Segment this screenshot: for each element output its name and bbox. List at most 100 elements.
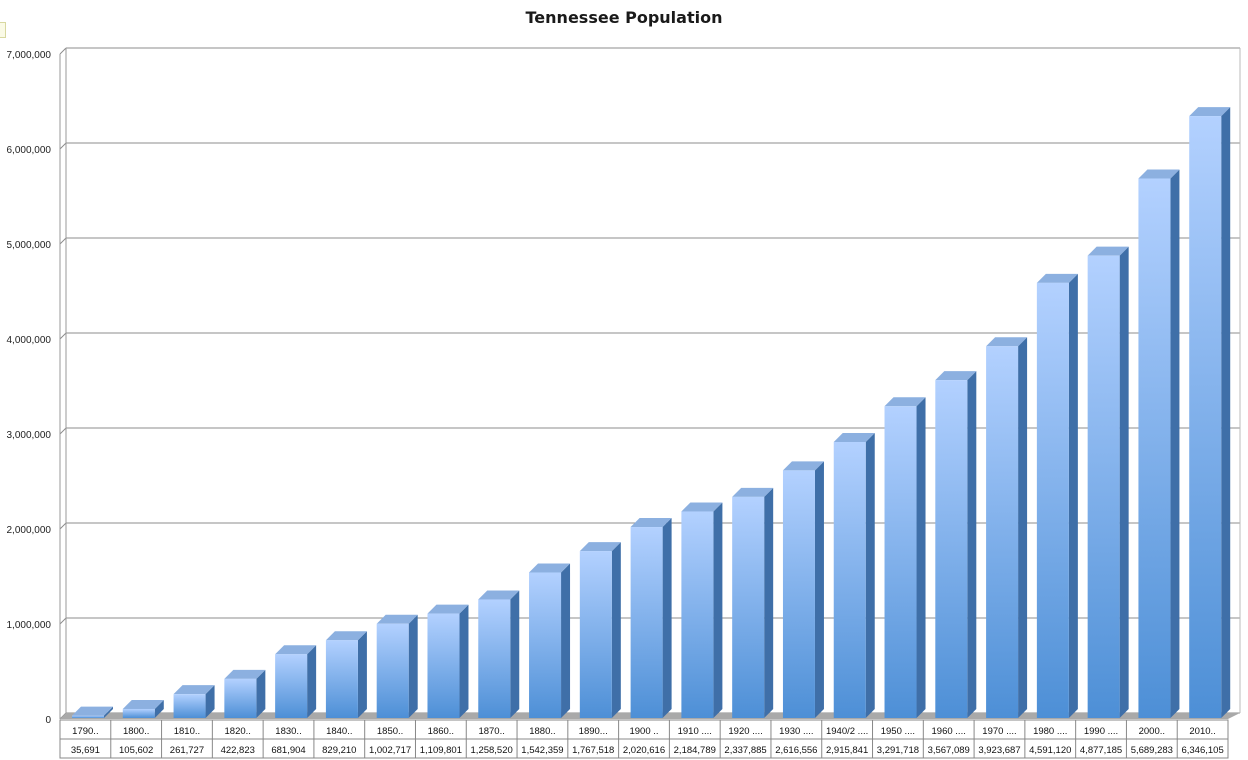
bar-front: [579, 551, 612, 718]
bar-side: [1170, 169, 1180, 718]
bar-1810: [173, 685, 215, 718]
bar-2010: [1189, 107, 1231, 719]
category-label: 1810..: [174, 726, 200, 737]
bar-1870: [478, 590, 520, 718]
bar-side: [561, 563, 571, 718]
bar-top: [173, 685, 215, 695]
bar-2000: [1138, 169, 1180, 718]
y-tick-label: 4,000,000: [7, 335, 52, 346]
bar-top: [935, 371, 977, 381]
bar-top: [478, 590, 520, 600]
category-label: 1980 ....: [1033, 726, 1067, 737]
bar-1950: [884, 397, 926, 718]
gridline-diagonal: [59, 522, 67, 530]
bar-1890: [579, 542, 621, 718]
value-label: 1,002,717: [369, 745, 411, 756]
bar-top: [884, 397, 926, 407]
bar-front: [782, 470, 815, 718]
value-label: 1,109,801: [420, 745, 462, 756]
bar-top: [1087, 246, 1129, 256]
bar-top: [732, 487, 774, 497]
bar-side: [1068, 273, 1078, 718]
corner-marker: [0, 22, 6, 38]
bar-front: [935, 380, 968, 718]
bar-top: [1138, 169, 1180, 179]
bar-side: [205, 685, 215, 718]
bar-front: [1189, 116, 1222, 719]
category-label: 2010..: [1189, 726, 1215, 737]
value-label: 829,210: [322, 745, 356, 756]
bar-side: [459, 604, 469, 718]
gridline-diagonal: [59, 617, 67, 625]
category-label: 1920 ....: [728, 726, 762, 737]
category-label: 1820..: [225, 726, 251, 737]
value-label: 5,689,283: [1131, 745, 1173, 756]
category-label: 1850..: [377, 726, 403, 737]
bar-top: [579, 542, 621, 552]
value-label: 3,923,687: [978, 745, 1020, 756]
value-label: 3,567,089: [928, 745, 970, 756]
bar-side: [611, 542, 621, 718]
y-tick-label: 1,000,000: [7, 620, 52, 631]
category-label: 1970 ....: [982, 726, 1016, 737]
bar-top: [1036, 273, 1078, 283]
value-label: 4,877,185: [1080, 745, 1122, 756]
bar-side: [1119, 246, 1129, 718]
y-axis: 0 1,000,000 2,000,000 3,000,000 4,000,000 5,0…: [7, 50, 52, 726]
category-label: 1910 ....: [678, 726, 712, 737]
category-label: 1930 ....: [779, 726, 813, 737]
bar-front: [376, 623, 409, 718]
category-label: 1870..: [478, 726, 504, 737]
bar-side: [307, 645, 317, 718]
bar-top: [1189, 107, 1231, 117]
bar-front: [732, 496, 765, 718]
value-label: 2,184,789: [674, 745, 716, 756]
bar-1800: [122, 699, 164, 718]
value-label: 422,823: [221, 745, 255, 756]
bar-top: [986, 337, 1028, 347]
bar-side: [357, 631, 367, 718]
bar-1860: [427, 604, 469, 718]
bar-side: [1221, 107, 1231, 719]
bar-front: [529, 572, 562, 718]
bar-top: [427, 604, 469, 614]
bar-front: [224, 678, 257, 718]
bar-top: [275, 645, 317, 655]
bar-top: [630, 518, 672, 528]
bar-front: [1036, 282, 1069, 718]
bar-top: [833, 432, 875, 442]
category-label: 1800..: [123, 726, 149, 737]
category-label: 1960 ....: [932, 726, 966, 737]
bar-1790: [72, 706, 113, 718]
bar-front: [427, 613, 460, 718]
bar-1920: [732, 487, 774, 718]
bar-side: [713, 502, 723, 718]
value-label: 2,020,616: [623, 745, 665, 756]
bar-top: [681, 502, 723, 512]
bar-side: [865, 432, 875, 718]
bar-1970: [986, 337, 1028, 718]
value-label: 681,904: [271, 745, 305, 756]
bar-top: [325, 631, 367, 641]
value-label: 2,337,885: [724, 745, 766, 756]
bar-1880: [529, 563, 571, 718]
bar-front: [173, 694, 206, 718]
bar-front: [325, 640, 358, 718]
category-label: 1880..: [529, 726, 555, 737]
bar-front: [1138, 178, 1171, 718]
category-label: 1900 ..: [629, 726, 658, 737]
bar-1900: [630, 518, 672, 718]
bar-top: [72, 706, 113, 716]
value-label: 2,616,556: [775, 745, 817, 756]
y-tick-label: 3,000,000: [7, 430, 52, 441]
category-label: 1860..: [428, 726, 454, 737]
bar-front: [884, 406, 917, 718]
gridline-diagonal: [59, 237, 67, 245]
bar-side: [510, 590, 520, 718]
gridline-diagonal: [59, 142, 67, 150]
value-label: 1,258,520: [471, 745, 513, 756]
bar-1930: [782, 461, 824, 718]
bar-1960: [935, 371, 977, 718]
bar-top: [782, 461, 824, 471]
